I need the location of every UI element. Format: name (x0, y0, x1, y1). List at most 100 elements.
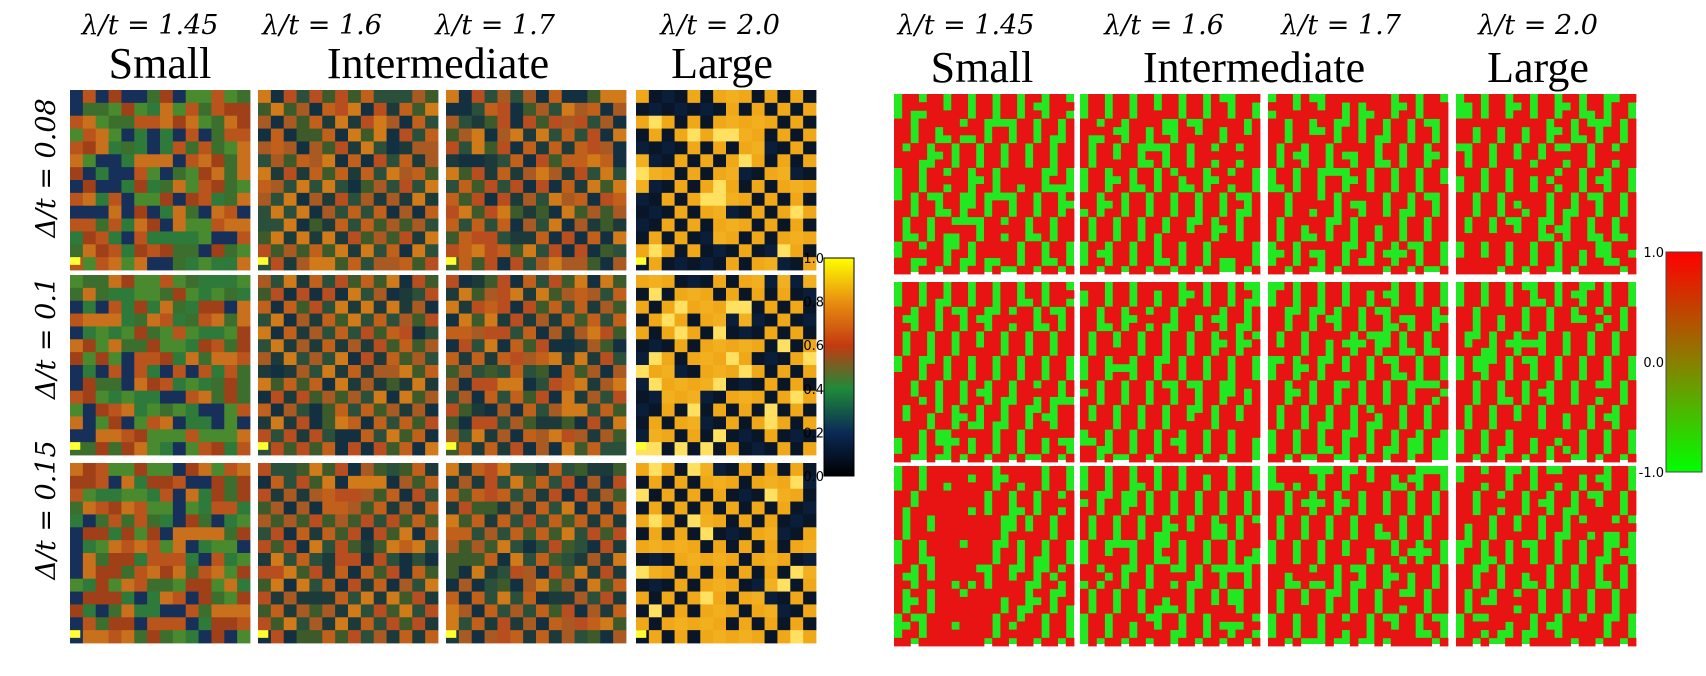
left-cell (497, 463, 511, 477)
left-cell (172, 115, 187, 129)
left-cell (484, 390, 498, 404)
right-cell (1611, 265, 1621, 275)
left-cell (636, 604, 650, 618)
right-cell (1227, 126, 1236, 136)
right-cell (1104, 224, 1114, 234)
left-cell (160, 257, 174, 271)
right-cell (959, 404, 969, 414)
left-cell (613, 365, 627, 379)
right-cell (1333, 94, 1343, 103)
right-cell (1627, 322, 1637, 332)
left-cell (412, 390, 426, 404)
right-cell (1595, 363, 1604, 373)
left-cell (497, 617, 511, 631)
left-cell (335, 218, 349, 232)
right-cell (1300, 249, 1310, 259)
right-cell (1008, 143, 1018, 152)
right-cell (1186, 265, 1195, 275)
right-cell (1390, 151, 1400, 160)
left-cell (548, 115, 563, 129)
right-cell (1227, 453, 1236, 463)
right-cell (1088, 257, 1097, 267)
right-cell (951, 102, 960, 111)
left-cell (726, 565, 740, 580)
right-cell (1505, 347, 1514, 357)
left-cell (160, 287, 174, 302)
left-cell (446, 141, 460, 155)
right-cell (1292, 192, 1302, 201)
left-cell (386, 313, 400, 327)
left-cell (471, 167, 485, 181)
right-cell (1008, 355, 1018, 365)
right-cell (1137, 118, 1146, 128)
left-cell (648, 90, 663, 104)
right-cell (1349, 298, 1359, 307)
left-cell (108, 565, 122, 580)
right-cell (1595, 412, 1604, 422)
left-cell (548, 429, 563, 443)
left-cell (425, 90, 439, 104)
left-cell (348, 167, 362, 181)
right-cell (1292, 200, 1302, 209)
left-cell (185, 313, 199, 327)
left-cell (309, 128, 323, 142)
left-cell (258, 180, 272, 194)
left-cell (751, 442, 765, 456)
right-cell (1210, 102, 1220, 111)
right-cell (1619, 363, 1629, 373)
right-cell (1472, 224, 1481, 234)
left-cell (751, 630, 765, 644)
right-cell (902, 175, 911, 185)
right-cell (1219, 429, 1228, 438)
right-cell (1562, 388, 1571, 397)
right-cell (1057, 151, 1067, 160)
right-cell (1619, 167, 1629, 177)
right-cell (1112, 314, 1122, 324)
left-cell (536, 192, 550, 207)
left-cell (600, 377, 614, 392)
left-cell (600, 553, 614, 567)
right-cell (1300, 290, 1310, 299)
right-cell (1358, 94, 1367, 103)
right-cell (1333, 143, 1343, 152)
left-cell (674, 218, 688, 232)
left-cell (700, 429, 714, 443)
left-cell (700, 416, 714, 430)
left-cell (687, 154, 701, 168)
left-cell (95, 339, 109, 353)
right-cell (1284, 421, 1293, 430)
right-cell (1480, 322, 1490, 332)
right-cell (1284, 110, 1293, 119)
right-cell (1480, 380, 1490, 389)
right-cell (894, 134, 903, 144)
left-cell (386, 287, 400, 302)
left-cell (160, 339, 174, 353)
right-cell (1137, 396, 1146, 406)
right-cell (1088, 241, 1097, 250)
left-cell (399, 102, 413, 117)
left-cell (373, 244, 387, 258)
right-cell (1496, 216, 1506, 226)
left-cell (95, 578, 109, 592)
left-cell (373, 390, 387, 404)
right-cell (1431, 167, 1441, 177)
left-cell (636, 275, 650, 289)
right-cell (1096, 331, 1105, 340)
right-cell (1210, 200, 1220, 209)
left-cell (574, 442, 588, 456)
right-cell (1008, 224, 1018, 234)
left-cell (121, 192, 135, 207)
right-cell (1456, 306, 1465, 316)
right-cell (975, 94, 985, 103)
right-cell (1382, 224, 1392, 234)
right-cell (959, 331, 969, 340)
right-cell (1227, 404, 1236, 414)
right-cell (943, 421, 952, 430)
right-cell (1480, 265, 1490, 275)
left-cell (70, 390, 84, 404)
left-cell (82, 429, 97, 443)
left-cell (536, 180, 550, 194)
right-cell (1219, 151, 1228, 160)
left-cell (296, 244, 310, 258)
left-cell (160, 403, 174, 417)
